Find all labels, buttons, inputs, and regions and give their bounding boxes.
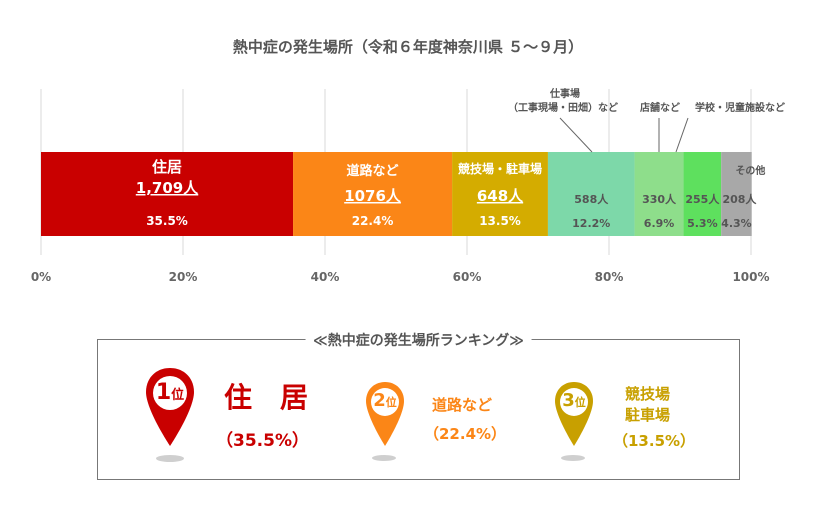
rank-number: 1位	[155, 380, 185, 405]
rank-number: 2位	[373, 390, 397, 411]
segment-percent-label: 5.3%	[687, 217, 718, 230]
x-tick-label: 100%	[732, 270, 769, 284]
ranking-box: ≪熱中症の発生場所ランキング≫ 1位 住 居 （35.5%） 2位 道路など （…	[97, 330, 740, 481]
rank-percentage: （22.4%）	[424, 425, 507, 443]
map-pin-icon	[366, 382, 404, 446]
bar-segment	[721, 152, 752, 236]
segment-percent-label: 12.2%	[572, 217, 610, 230]
callout-label: 店舗など	[640, 101, 680, 114]
rank-name: 道路など	[432, 396, 493, 414]
pin-shadow	[156, 455, 184, 462]
segment-count-label: 208人	[722, 192, 757, 206]
segment-count-label: 330人	[642, 192, 677, 206]
bar-segment	[452, 152, 548, 236]
x-tick-label: 80%	[595, 270, 624, 284]
bar-segment	[293, 152, 453, 236]
segment-category-label: 道路など	[347, 163, 399, 179]
map-pin-icon	[146, 368, 194, 446]
segment-category-label: 住居	[152, 158, 182, 176]
segment-count-label: 588人	[574, 192, 609, 206]
map-pin-icon	[555, 382, 593, 446]
bar-segment	[683, 152, 722, 236]
segment-percent-label: 35.5%	[146, 214, 188, 228]
segment-category-label: 競技場・駐車場	[458, 161, 542, 176]
segment-count-label: 648人	[477, 187, 524, 205]
callout-leader-line	[559, 117, 593, 153]
callout-leader-line	[675, 117, 689, 153]
pin-shadow	[561, 455, 585, 461]
callout-label: 仕事場	[549, 87, 580, 100]
x-tick-label: 60%	[453, 270, 482, 284]
bar-segment	[634, 152, 684, 236]
bar-segment	[41, 152, 294, 236]
segment-count-label: 1,709人	[136, 179, 199, 197]
ranking-title: ≪熱中症の発生場所ランキング≫	[305, 330, 532, 350]
segment-count-label: 1076人	[344, 187, 402, 205]
rank-item-1: 1位 住 居 （35.5%）	[144, 340, 324, 481]
rank-name: 競技場 駐車場	[625, 385, 671, 424]
segment-count-label: 255人	[685, 192, 720, 206]
rank-percentage: （35.5%）	[216, 431, 309, 451]
segment-percent-label: 4.3%	[721, 217, 752, 230]
x-tick-label: 0%	[31, 270, 51, 284]
callout-label: （工事現場・田畑）など	[508, 101, 618, 114]
rank-number: 3位	[562, 390, 586, 411]
segment-percent-label: 6.9%	[644, 217, 675, 230]
chart-title: 熱中症の発生場所（令和６年度神奈川県 ５～９月）	[232, 38, 584, 56]
segment-percent-label: 22.4%	[352, 214, 394, 228]
rank-percentage: （13.5%）	[613, 432, 696, 450]
callout-label: 学校・児童施設など	[695, 101, 785, 114]
rank-item-2: 2位 道路など （22.4%）	[364, 340, 534, 481]
segment-percent-label: 13.5%	[479, 214, 521, 228]
x-tick-label: 20%	[169, 270, 198, 284]
stacked-bar-chart: 0% 20% 40% 60% 80% 100% 住居 1,709人 35.5% 道路など 1076人…	[31, 87, 785, 284]
segment-category-label: その他	[735, 164, 765, 177]
pin-shadow	[372, 455, 396, 461]
bar-segment	[547, 152, 635, 236]
rank-name: 住 居	[224, 381, 309, 414]
x-tick-label: 40%	[311, 270, 340, 284]
rank-item-3: 3位 競技場 駐車場 （13.5%）	[553, 340, 733, 481]
